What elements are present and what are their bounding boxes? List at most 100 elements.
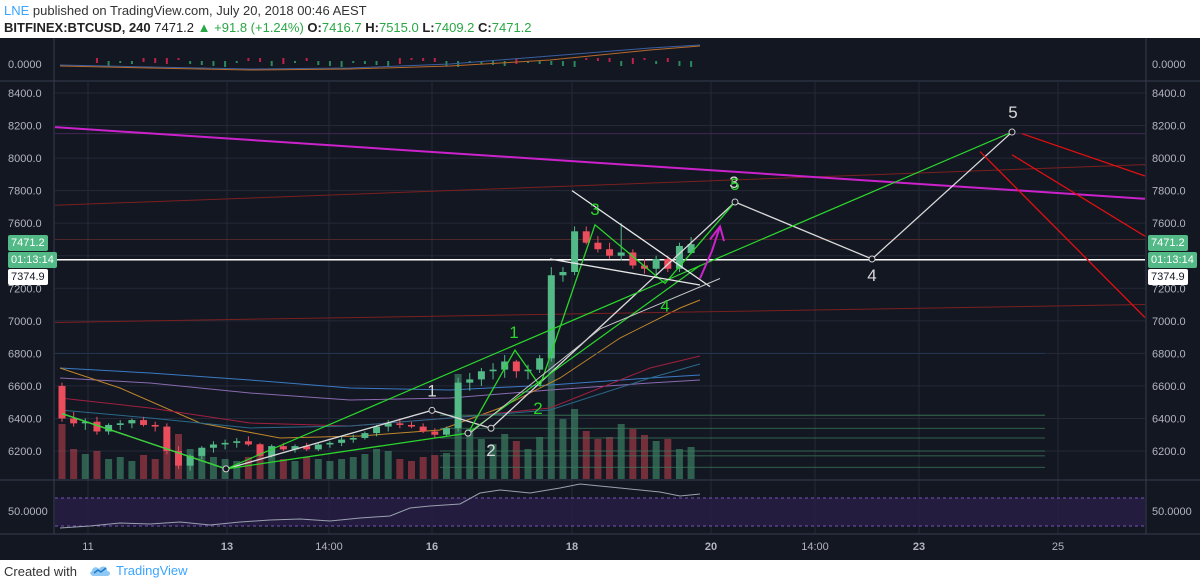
histogram-bar: [259, 58, 262, 62]
candle-body: [571, 231, 579, 272]
histogram-bar: [224, 61, 227, 67]
volume-bar: [58, 424, 66, 479]
green-channel-line[interactable]: [467, 265, 701, 434]
histogram-bar: [515, 58, 518, 64]
magenta-arrow[interactable]: [699, 226, 721, 279]
wave-point[interactable]: [222, 465, 230, 473]
price-tick-right: 6400.0: [1152, 413, 1186, 425]
green-wave-count[interactable]: [61, 201, 736, 470]
time-axis[interactable]: 11 13 14:00 16 18 20 14:00 23 25: [82, 541, 1064, 553]
wave-label-white: 1: [427, 381, 436, 400]
white-channel-line[interactable]: [469, 328, 601, 434]
wave-point[interactable]: [464, 429, 472, 437]
histogram-bar: [550, 61, 553, 65]
price-tick-left: 8400.0: [8, 88, 42, 100]
histogram-bar: [655, 61, 658, 64]
volume-bar: [641, 435, 648, 479]
last-price: 7471.2: [154, 20, 195, 35]
tradingview-brand[interactable]: TradingView: [88, 562, 188, 578]
time-tick: 18: [566, 541, 578, 553]
white-channel-line[interactable]: [599, 278, 721, 330]
volume-bar: [105, 459, 113, 479]
symbol-name[interactable]: BITFINEX:BTCUSD, 240: [4, 20, 151, 35]
candle-body: [279, 446, 287, 450]
histogram-bar: [352, 61, 355, 63]
price-tick-left: 6400.0: [8, 413, 42, 425]
volume-bar: [536, 437, 544, 479]
close-value: 7471.2: [491, 20, 532, 35]
histogram-bar: [235, 61, 238, 63]
candle-body: [489, 369, 497, 372]
volume-bar: [571, 409, 579, 479]
drawing-tools[interactable]: [54, 126, 1146, 473]
price-tick-left: 7000.0: [8, 316, 42, 328]
publish-date: published on TradingView.com, July 20, 2…: [32, 3, 367, 18]
candle-body: [454, 382, 462, 429]
price-tick-left: 6200.0: [8, 446, 42, 458]
volume-bar: [524, 449, 532, 479]
wave-point[interactable]: [1008, 128, 1016, 136]
moving-average-line: [59, 377, 701, 401]
candle-body: [408, 424, 415, 427]
histogram-bar: [317, 61, 320, 65]
last-price-tag-right: 7471.2: [1148, 235, 1188, 251]
tradingview-name[interactable]: TradingView: [116, 562, 188, 578]
red-projection-line[interactable]: [1011, 154, 1146, 237]
histogram-bar: [363, 61, 366, 64]
magenta-arrowhead[interactable]: [709, 224, 725, 242]
volume-bar: [198, 454, 206, 479]
author-link[interactable]: LNE: [4, 3, 30, 18]
price-tick-left: 8000.0: [8, 153, 42, 165]
price-tick-left: 6800.0: [8, 348, 42, 360]
candle-body: [396, 423, 404, 425]
volume-bar: [70, 449, 78, 479]
red-projection-line[interactable]: [1021, 133, 1146, 177]
price-axis[interactable]: 8400.0 8400.0 8200.0 8200.0 8000.0 8000.0 7800…: [8, 88, 1186, 458]
price-tick-right: 8200.0: [1152, 121, 1186, 133]
histogram-bar: [620, 61, 623, 66]
candle-body: [256, 444, 264, 456]
wave-point[interactable]: [868, 255, 876, 263]
wave-label-white: 3: [729, 173, 738, 192]
volume-bar: [93, 451, 101, 479]
candle-body: [384, 423, 392, 427]
time-tick: 11: [82, 541, 93, 553]
candle-body: [652, 258, 660, 269]
wedge-upper-line[interactable]: [571, 190, 711, 288]
countdown-tag-left: 01:13:14: [8, 252, 57, 268]
volume-bar: [291, 461, 299, 479]
green-channel-line[interactable]: [225, 131, 1013, 470]
symbol-info: BITFINEX:BTCUSD, 240 7471.2 ▲ +91.8 (+1.…: [4, 20, 532, 35]
magenta-trendline[interactable]: [54, 126, 1146, 200]
histogram-bar: [422, 58, 425, 61]
histogram-bar: [177, 58, 180, 60]
histogram-bar: [387, 61, 390, 66]
histogram-bar: [503, 61, 506, 66]
histogram-bar: [538, 61, 541, 64]
change-up-icon: ▲: [197, 20, 211, 35]
wave-point[interactable]: [487, 424, 495, 432]
high-label: H:: [365, 20, 379, 35]
candle-body: [501, 361, 509, 370]
candle-body: [442, 428, 450, 435]
wave-point[interactable]: [428, 406, 436, 414]
wedge-lower-line[interactable]: [549, 258, 701, 286]
histogram-bar: [340, 61, 343, 67]
histogram-bar: [585, 58, 588, 60]
wave-point[interactable]: [731, 198, 739, 206]
created-with-text: Created with: [4, 564, 77, 579]
wave-label-green: 1: [509, 323, 518, 342]
volume-bar: [431, 455, 439, 479]
histogram-bar: [433, 58, 436, 62]
candle-body: [93, 421, 101, 432]
red-projection-line[interactable]: [979, 151, 1146, 319]
candle-body: [675, 245, 683, 269]
volume-bar: [349, 457, 357, 479]
top-pane-label-right: 0.0000: [1152, 59, 1186, 71]
price-tick-right: 6200.0: [1152, 446, 1186, 458]
volume-bar: [582, 431, 590, 479]
support-resistance-lines: [54, 133, 1146, 468]
candle-body: [81, 421, 89, 424]
